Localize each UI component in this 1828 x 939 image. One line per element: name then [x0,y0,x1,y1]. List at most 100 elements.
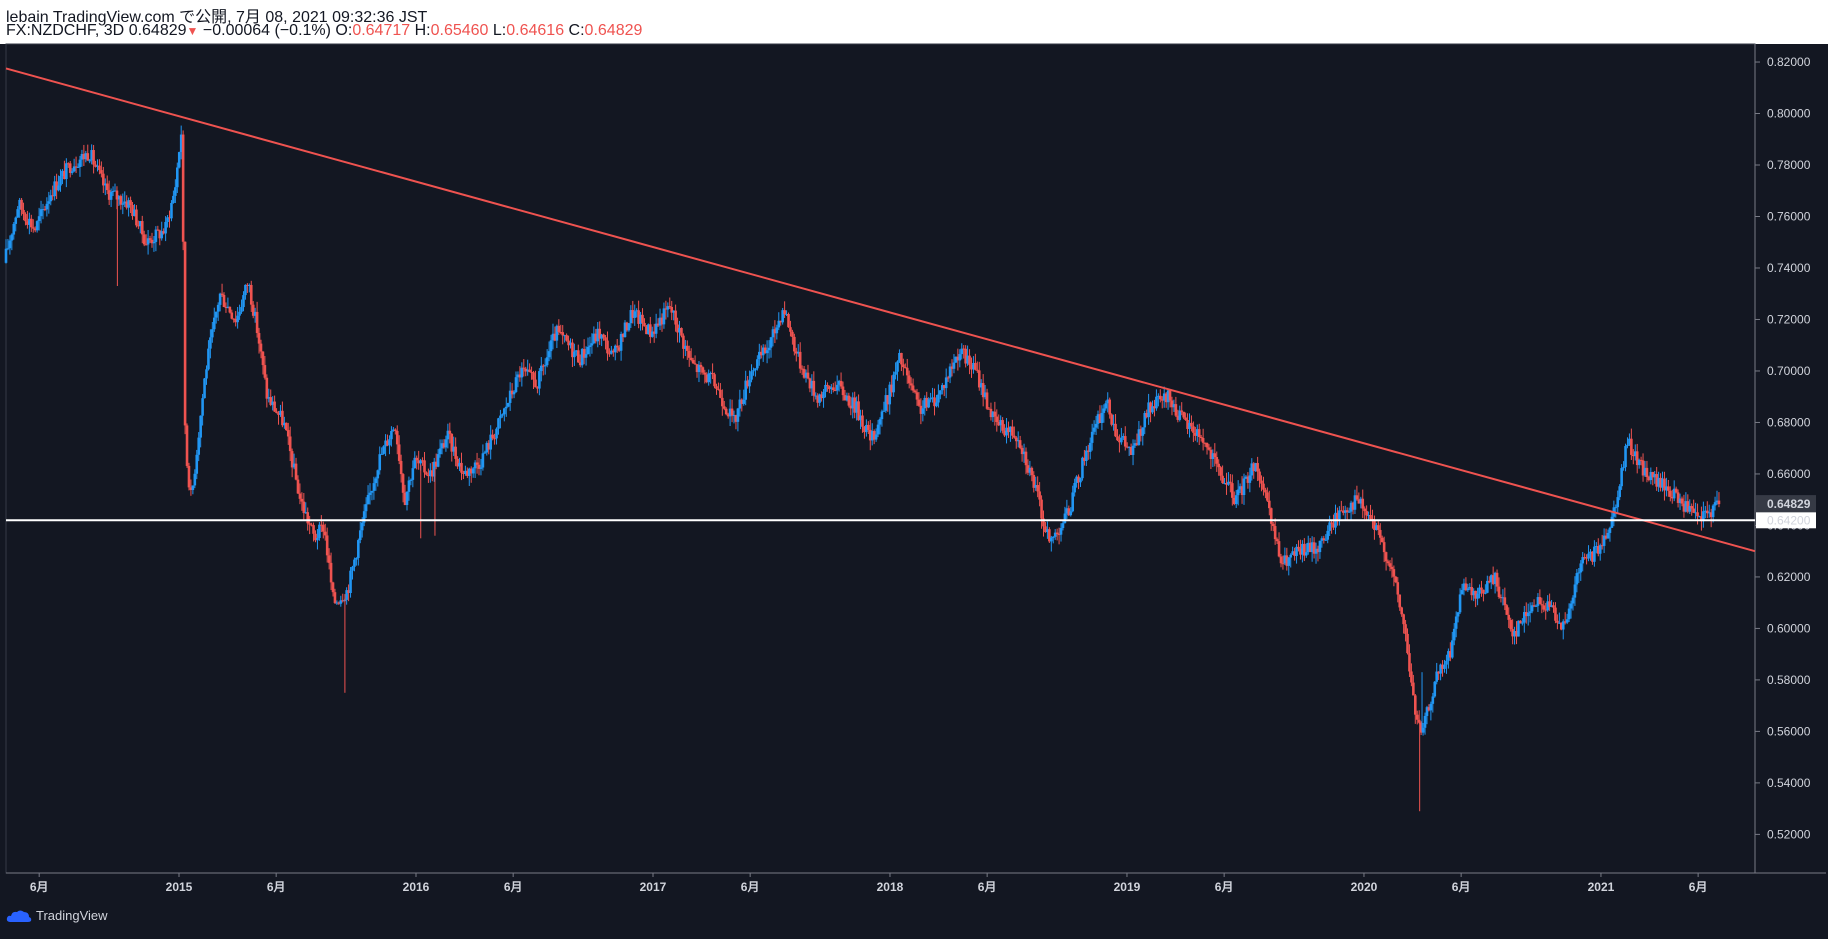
candle [240,299,243,314]
candle [837,379,841,392]
candle [197,432,201,462]
candle [1632,449,1635,465]
candle [717,382,720,391]
candle [203,377,206,399]
candle [31,219,35,233]
time-axis[interactable]: 6月 2015 6月 2016 6月 2017 6月 2018 6月 2019 6月 2020 6月 20… [30,873,1708,894]
candle [460,452,463,481]
candle [894,362,897,380]
candle [898,349,901,363]
candle [333,588,337,605]
candle [1515,621,1518,645]
candle [191,485,195,495]
candle [1478,584,1481,599]
candle [1491,566,1495,586]
candle [1507,607,1511,628]
candle [1151,400,1154,415]
candle [1392,565,1396,587]
candle [1707,504,1711,518]
candle [1244,475,1248,480]
candle [596,321,600,348]
time-tick-label: 6月 [30,880,49,894]
candle [761,344,765,362]
candle [1577,568,1581,583]
candle [1668,486,1672,502]
candle [466,467,469,479]
candle [320,515,323,533]
candle [427,468,430,483]
candle [156,225,160,231]
candle [409,478,413,486]
candle [528,363,531,373]
candle [660,313,664,332]
candle [1402,613,1405,634]
candle [1608,526,1612,542]
candle [216,302,220,321]
candle [399,454,403,483]
candle [946,375,950,382]
candle [666,302,670,318]
candle [863,425,866,439]
candle [14,216,18,232]
candle [257,327,261,354]
candle [306,507,310,531]
candle [1020,445,1024,462]
candle [1390,557,1394,578]
candle [833,381,837,392]
candle [1221,465,1224,484]
candle [1579,560,1583,581]
price-tick-label: 0.54000 [1767,776,1811,790]
candle [1347,507,1351,513]
candle [8,235,12,255]
price-tick-label: 0.66000 [1767,467,1811,481]
candle [820,391,823,402]
candle [621,333,625,342]
candle [1266,487,1269,503]
candle [1567,603,1571,622]
candle [174,179,177,204]
candle [1431,692,1435,713]
candle [1312,537,1316,559]
candle [613,344,617,361]
candle [1587,545,1590,562]
candle [909,377,913,391]
candle [726,412,730,419]
candle [318,521,321,541]
candle [1630,428,1633,460]
candle [80,149,84,167]
candle [417,450,420,470]
candle [1199,434,1203,442]
drawing-lines[interactable] [5,67,1756,553]
candle [51,185,55,201]
candle [275,408,278,414]
candle [915,388,919,406]
price-tick-label: 0.74000 [1767,261,1811,275]
price-chart[interactable]: 0.82000 0.80000 0.78000 0.76000 0.74000 0.720… [0,0,1828,894]
candle [1034,476,1038,491]
descending-trendline[interactable] [5,67,1756,553]
candle [617,345,621,353]
candle [518,366,522,382]
candle [26,210,29,229]
candle [72,158,76,173]
candle [286,422,290,445]
tradingview-brand[interactable]: TradingView [6,908,108,923]
candle [1700,506,1703,531]
candle [1079,477,1082,487]
candle [70,168,74,175]
candle [493,433,496,445]
candle [1462,578,1466,596]
candle [1604,528,1608,540]
candle [462,470,465,480]
candle [84,150,88,163]
candle [865,419,868,437]
candle [199,415,202,448]
candle [1659,473,1662,492]
candle [639,311,642,331]
candle [394,428,397,435]
price-axis[interactable]: 0.82000 0.80000 0.78000 0.76000 0.74000 0.720… [1755,55,1816,841]
price-tick-label: 0.80000 [1767,107,1811,121]
candle [806,364,810,380]
candle [1114,414,1117,438]
candle [569,338,572,349]
